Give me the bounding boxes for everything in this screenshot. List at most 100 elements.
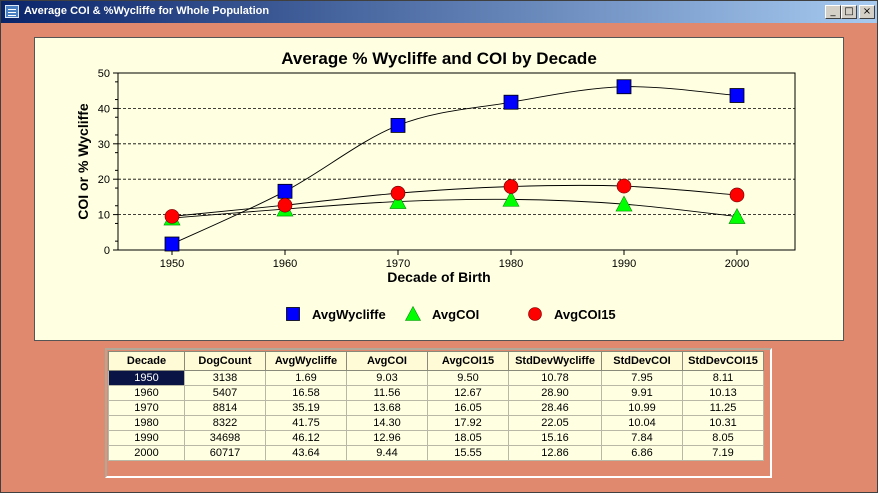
table-row[interactable]: 1970 8814 35.19 13.68 16.05 28.46 10.99 11.25 — [108, 400, 764, 416]
column-header-stddevwycliffe[interactable]: StdDevWycliffe — [508, 351, 602, 371]
table-row[interactable]: 2000 60717 43.64 9.44 15.55 12.86 6.86 7.19 — [108, 445, 764, 461]
point-avgcoi15 — [503, 179, 519, 194]
table-cell[interactable]: 7.19 — [682, 445, 764, 461]
table-cell[interactable]: 13.68 — [346, 400, 428, 416]
table-cell[interactable]: 41.75 — [265, 415, 347, 431]
column-header-stddevcoi15[interactable]: StdDevCOI15 — [682, 351, 764, 371]
x-tick-label: 2000 — [725, 258, 749, 270]
close-button[interactable]: × — [859, 5, 875, 19]
table-cell[interactable]: 1990 — [108, 430, 185, 446]
table-cell[interactable]: 10.04 — [601, 415, 683, 431]
table-cell[interactable]: 6.86 — [601, 445, 683, 461]
table-cell[interactable]: 2000 — [108, 445, 185, 461]
table-cell[interactable]: 1970 — [108, 400, 185, 416]
legend-label-avgwycliffe: AvgWycliffe — [312, 307, 386, 322]
point-avgwycliffe — [616, 79, 632, 95]
y-tick-label: 10 — [98, 210, 110, 222]
point-avgcoi15 — [390, 185, 406, 201]
table-cell[interactable]: 18.05 — [427, 430, 509, 446]
point-avgwycliffe — [390, 118, 406, 133]
column-header-decade[interactable]: Decade — [108, 351, 185, 371]
point-avgcoi15 — [277, 197, 293, 213]
x-axis-label: Decade of Birth — [387, 269, 490, 285]
table-cell[interactable]: 17.92 — [427, 415, 509, 431]
plot-area — [117, 72, 796, 251]
x-tick-label: 1970 — [386, 258, 410, 270]
maximize-button[interactable]: □ — [841, 5, 857, 19]
column-header-avgcoi[interactable]: AvgCOI — [346, 351, 428, 371]
column-header-dogcount[interactable]: DogCount — [184, 351, 266, 371]
table-cell[interactable]: 16.58 — [265, 385, 347, 401]
table-cell[interactable]: 43.64 — [265, 445, 347, 461]
table-cell[interactable]: 10.13 — [682, 385, 764, 401]
table-cell[interactable]: 46.12 — [265, 430, 347, 446]
app-icon[interactable] — [5, 5, 19, 18]
point-avgwycliffe — [503, 94, 519, 110]
table-cell[interactable]: 8.11 — [682, 370, 764, 386]
table-cell[interactable]: 7.84 — [601, 430, 683, 446]
y-tick-label: 30 — [98, 139, 110, 151]
table-cell[interactable]: 15.55 — [427, 445, 509, 461]
client-area: Average % Wycliffe and COI by Decade 0 10 2… — [1, 23, 877, 492]
table-cell[interactable]: 35.19 — [265, 400, 347, 416]
y-tick-label: 40 — [98, 103, 110, 115]
table-cell[interactable]: 1960 — [108, 385, 185, 401]
table-row[interactable]: 1960 5407 16.58 11.56 12.67 28.90 9.91 10.13 — [108, 385, 764, 401]
table-cell[interactable]: 3138 — [184, 370, 266, 386]
table-cell[interactable]: 1980 — [108, 415, 185, 431]
table-cell[interactable]: 7.95 — [601, 370, 683, 386]
table-cell[interactable]: 5407 — [184, 385, 266, 401]
legend-marker-avgcoi15 — [528, 307, 542, 321]
x-tick-label: 1990 — [612, 258, 636, 270]
table-cell[interactable]: 10.31 — [682, 415, 764, 431]
y-tick-label: 0 — [104, 245, 110, 257]
column-header-avgwycliffe[interactable]: AvgWycliffe — [265, 351, 347, 371]
table-cell[interactable]: 8814 — [184, 400, 266, 416]
table-cell[interactable]: 16.05 — [427, 400, 509, 416]
column-header-stddevcoi[interactable]: StdDevCOI — [601, 351, 683, 371]
table-row[interactable]: 1950 3138 1.69 9.03 9.50 10.78 7.95 8.11 — [108, 370, 764, 386]
title-bar[interactable]: Average COI & %Wycliffe for Whole Popula… — [1, 1, 877, 23]
table-cell[interactable]: 9.91 — [601, 385, 683, 401]
series-line-avgcoi15 — [171, 184, 738, 217]
table-cell[interactable]: 9.50 — [427, 370, 509, 386]
line-chart: Average % Wycliffe and COI by Decade 0 10 2… — [75, 49, 796, 322]
table-row[interactable]: 1980 8322 41.75 14.30 17.92 22.05 10.04 10.31 — [108, 415, 764, 431]
table-cell[interactable]: 14.30 — [346, 415, 428, 431]
point-avgcoi — [728, 207, 746, 224]
table-cell[interactable]: 9.44 — [346, 445, 428, 461]
table-cell[interactable]: 12.86 — [508, 445, 602, 461]
x-tick-label: 1960 — [273, 258, 297, 270]
table-cell[interactable]: 12.67 — [427, 385, 509, 401]
data-grid-frame — [105, 348, 772, 478]
point-avgwycliffe — [277, 183, 293, 199]
table-cell[interactable]: 10.78 — [508, 370, 602, 386]
minimize-button[interactable]: _ — [825, 5, 841, 19]
table-row[interactable]: 1990 34698 46.12 12.96 18.05 15.16 7.84 8.05 — [108, 430, 764, 446]
table-cell[interactable]: 12.96 — [346, 430, 428, 446]
table-cell[interactable]: 22.05 — [508, 415, 602, 431]
point-avgwycliffe — [164, 236, 180, 252]
table-cell[interactable]: 11.25 — [682, 400, 764, 416]
table-cell[interactable]: 1950 — [108, 370, 185, 386]
table-cell[interactable]: 8322 — [184, 415, 266, 431]
legend-label-avgcoi15: AvgCOI15 — [554, 307, 616, 322]
point-avgcoi15 — [729, 187, 745, 203]
column-header-avgcoi15[interactable]: AvgCOI15 — [427, 351, 509, 371]
table-cell[interactable]: 9.03 — [346, 370, 428, 386]
point-avgcoi — [502, 190, 520, 207]
table-cell[interactable]: 15.16 — [508, 430, 602, 446]
table-cell[interactable]: 11.56 — [346, 385, 428, 401]
table-cell[interactable]: 8.05 — [682, 430, 764, 446]
table-cell[interactable]: 60717 — [184, 445, 266, 461]
table-cell[interactable]: 28.46 — [508, 400, 602, 416]
table-cell[interactable]: 10.99 — [601, 400, 683, 416]
table-cell[interactable]: 34698 — [184, 430, 266, 446]
series-line-avgwycliffe — [171, 86, 738, 245]
point-avgcoi15 — [164, 209, 180, 224]
table-cell[interactable]: 1.69 — [265, 370, 347, 386]
data-grid[interactable]: Decade DogCount AvgWycliffe AvgCOI AvgCOI15 S… — [108, 351, 764, 461]
legend-marker-avgwycliffe — [286, 307, 300, 321]
table-cell[interactable]: 28.90 — [508, 385, 602, 401]
point-avgwycliffe — [729, 88, 745, 103]
